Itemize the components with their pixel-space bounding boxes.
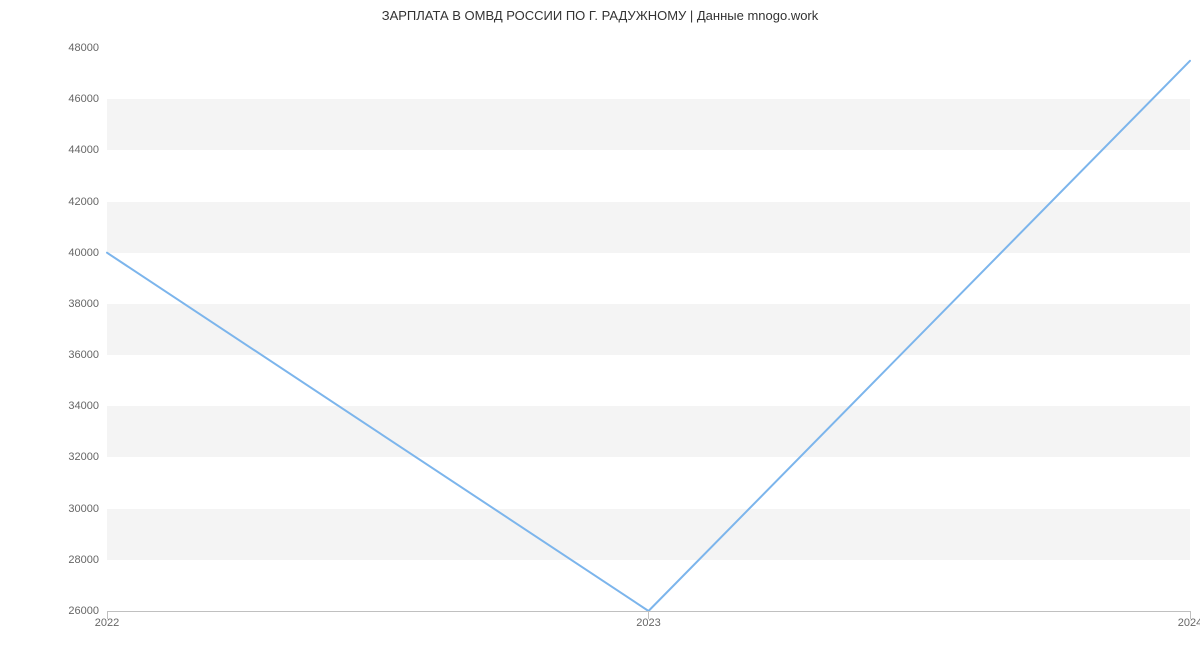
y-tick-label: 26000	[68, 605, 99, 617]
y-tick-label: 38000	[68, 298, 99, 310]
y-tick-label: 34000	[68, 400, 99, 412]
y-tick-label: 28000	[68, 554, 99, 566]
series-line	[107, 61, 1190, 611]
x-tick-label: 2022	[95, 617, 119, 629]
x-tick-label: 2024	[1178, 617, 1200, 629]
y-tick-label: 42000	[68, 196, 99, 208]
plot-area: 2600028000300003200034000360003800040000…	[107, 48, 1190, 611]
y-tick-label: 36000	[68, 349, 99, 361]
line-layer	[107, 48, 1190, 611]
chart-title: ЗАРПЛАТА В ОМВД РОССИИ ПО Г. РАДУЖНОМУ |…	[0, 8, 1200, 23]
y-tick-label: 48000	[68, 42, 99, 54]
y-tick-label: 30000	[68, 503, 99, 515]
x-tick-label: 2023	[636, 617, 660, 629]
y-tick-label: 32000	[68, 451, 99, 463]
y-tick-label: 44000	[68, 144, 99, 156]
y-tick-label: 40000	[68, 247, 99, 259]
y-tick-label: 46000	[68, 93, 99, 105]
salary-line-chart: ЗАРПЛАТА В ОМВД РОССИИ ПО Г. РАДУЖНОМУ |…	[0, 0, 1200, 650]
